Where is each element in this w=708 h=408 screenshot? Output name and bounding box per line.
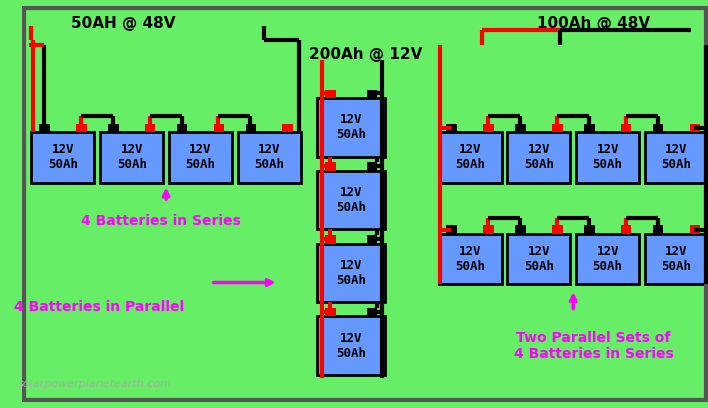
Text: 12V
50Ah: 12V 50Ah (524, 245, 554, 273)
Text: 12V
50Ah: 12V 50Ah (48, 144, 78, 171)
Text: 12V
50Ah: 12V 50Ah (455, 245, 485, 273)
FancyBboxPatch shape (645, 234, 708, 284)
Text: 12V
50Ah: 12V 50Ah (593, 144, 622, 171)
FancyBboxPatch shape (317, 171, 385, 229)
FancyBboxPatch shape (515, 124, 526, 132)
FancyBboxPatch shape (515, 225, 526, 234)
FancyBboxPatch shape (246, 124, 256, 132)
FancyBboxPatch shape (39, 124, 50, 132)
FancyBboxPatch shape (169, 132, 232, 183)
Text: 50AH @ 48V: 50AH @ 48V (72, 16, 176, 31)
Text: 12V
50Ah: 12V 50Ah (254, 144, 285, 171)
FancyBboxPatch shape (325, 90, 336, 98)
Text: 12V
50Ah: 12V 50Ah (455, 144, 485, 171)
Text: 200Ah @ 12V: 200Ah @ 12V (309, 47, 423, 62)
FancyBboxPatch shape (653, 225, 663, 234)
Text: 12V
50Ah: 12V 50Ah (524, 144, 554, 171)
FancyBboxPatch shape (483, 124, 493, 132)
FancyBboxPatch shape (367, 235, 377, 244)
FancyBboxPatch shape (317, 317, 385, 375)
Text: 12V
50Ah: 12V 50Ah (185, 144, 215, 171)
FancyBboxPatch shape (446, 124, 457, 132)
FancyBboxPatch shape (101, 132, 164, 183)
Text: 12V
50Ah: 12V 50Ah (336, 186, 366, 214)
FancyBboxPatch shape (325, 162, 336, 171)
FancyBboxPatch shape (621, 225, 632, 234)
FancyBboxPatch shape (367, 90, 377, 98)
FancyBboxPatch shape (653, 124, 663, 132)
FancyBboxPatch shape (438, 234, 501, 284)
FancyBboxPatch shape (238, 132, 301, 183)
FancyBboxPatch shape (690, 225, 700, 234)
FancyBboxPatch shape (483, 225, 493, 234)
Text: 4 Batteries in Parallel: 4 Batteries in Parallel (14, 300, 184, 314)
Text: 12V
50Ah: 12V 50Ah (593, 245, 622, 273)
Text: solarpowerplanetearth.com: solarpowerplanetearth.com (18, 379, 171, 389)
FancyBboxPatch shape (317, 98, 385, 157)
FancyBboxPatch shape (508, 132, 571, 183)
FancyBboxPatch shape (31, 132, 94, 183)
Text: 12V
50Ah: 12V 50Ah (336, 259, 366, 287)
Text: 12V
50Ah: 12V 50Ah (117, 144, 147, 171)
Text: 12V
50Ah: 12V 50Ah (336, 332, 366, 359)
FancyBboxPatch shape (108, 124, 119, 132)
FancyBboxPatch shape (584, 124, 595, 132)
FancyBboxPatch shape (584, 225, 595, 234)
FancyBboxPatch shape (317, 244, 385, 302)
Text: 12V
50Ah: 12V 50Ah (661, 245, 692, 273)
FancyBboxPatch shape (576, 132, 639, 183)
Text: 4 Batteries in Series: 4 Batteries in Series (81, 214, 241, 228)
FancyBboxPatch shape (438, 132, 501, 183)
Text: 100Ah @ 48V: 100Ah @ 48V (537, 16, 650, 31)
FancyBboxPatch shape (76, 124, 86, 132)
FancyBboxPatch shape (145, 124, 156, 132)
Text: 12V
50Ah: 12V 50Ah (336, 113, 366, 142)
FancyBboxPatch shape (325, 308, 336, 317)
FancyBboxPatch shape (621, 124, 632, 132)
FancyBboxPatch shape (177, 124, 188, 132)
Text: 12V
50Ah: 12V 50Ah (661, 144, 692, 171)
FancyBboxPatch shape (214, 124, 224, 132)
FancyBboxPatch shape (552, 225, 563, 234)
FancyBboxPatch shape (282, 124, 293, 132)
FancyBboxPatch shape (508, 234, 571, 284)
FancyBboxPatch shape (367, 308, 377, 317)
FancyBboxPatch shape (645, 132, 708, 183)
FancyBboxPatch shape (552, 124, 563, 132)
FancyBboxPatch shape (446, 225, 457, 234)
FancyBboxPatch shape (576, 234, 639, 284)
FancyBboxPatch shape (325, 235, 336, 244)
FancyBboxPatch shape (690, 124, 700, 132)
Text: Two Parallel Sets of
4 Batteries in Series: Two Parallel Sets of 4 Batteries in Seri… (514, 331, 673, 361)
FancyBboxPatch shape (367, 162, 377, 171)
